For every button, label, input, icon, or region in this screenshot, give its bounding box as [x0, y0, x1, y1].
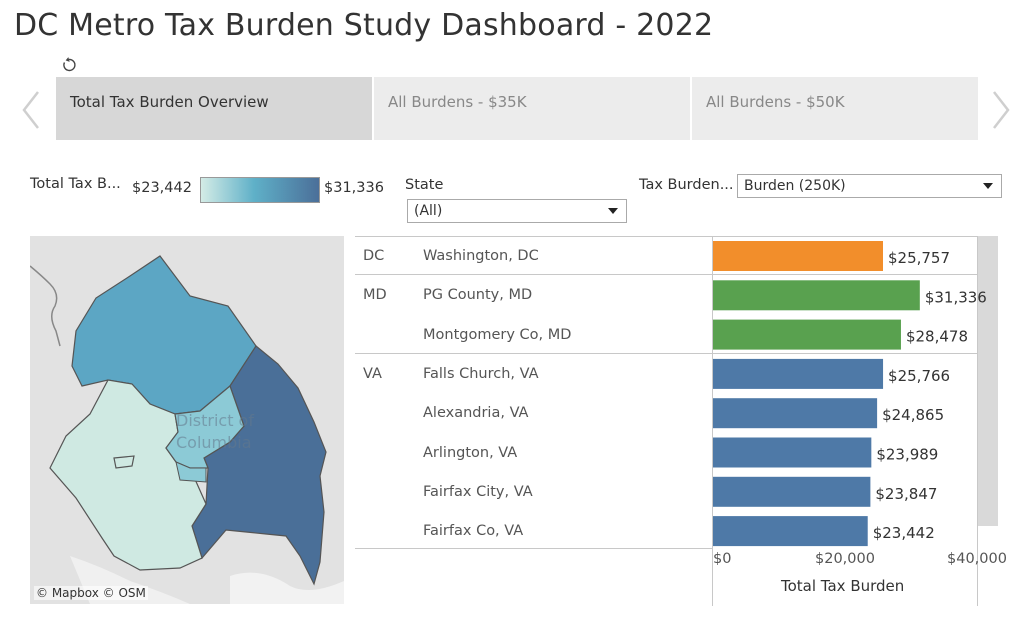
- burden-filter-value: Burden (250K): [744, 178, 846, 194]
- jurisdiction-cell: Arlington, VA: [423, 444, 518, 461]
- bar-mark[interactable]: [713, 319, 901, 350]
- legend-min-label: $23,442: [132, 180, 192, 196]
- bar-mark[interactable]: [713, 516, 868, 547]
- map-region-label: District of Columbia: [176, 410, 254, 454]
- map-label-line1: District of: [176, 411, 254, 430]
- jurisdiction-cell: PG County, MD: [423, 287, 533, 304]
- bar-value-label: $28,478: [906, 328, 968, 346]
- map-region-center: [165, 384, 245, 469]
- bar-mark[interactable]: [713, 280, 920, 311]
- tab-total-tax-burden-overview[interactable]: Total Tax Burden Overview: [56, 77, 372, 140]
- bar-value-label: $25,766: [888, 367, 950, 385]
- page-title: DC Metro Tax Burden Study Dashboard - 20…: [14, 8, 714, 43]
- chevron-down-icon: [608, 208, 618, 214]
- dc-metro-map[interactable]: District of Columbia © Mapbox © OSM: [30, 236, 344, 604]
- bar-mark[interactable]: [713, 358, 884, 389]
- chevron-left-icon[interactable]: [18, 88, 44, 132]
- tab-all-burdens-50k[interactable]: All Burdens - $50K: [692, 77, 978, 140]
- state-cell: VA: [363, 365, 382, 382]
- bar-mark[interactable]: [713, 437, 872, 468]
- bar-value-label: $24,865: [882, 406, 944, 424]
- vertical-scrollbar[interactable]: [978, 236, 998, 526]
- chevron-down-icon: [983, 183, 993, 189]
- x-axis-tick-label: $0: [713, 551, 732, 567]
- state-group-divider: [355, 274, 978, 276]
- state-filter-label: State: [405, 177, 444, 193]
- bar-mark[interactable]: [713, 241, 883, 271]
- bar-value-label: $23,989: [876, 446, 938, 464]
- bar-value-label: $23,847: [875, 485, 937, 503]
- x-axis-tick-label: $20,000: [815, 551, 875, 567]
- bar-mark[interactable]: [713, 476, 871, 507]
- color-legend-gradient: [200, 177, 320, 203]
- table-top-border: [355, 236, 978, 237]
- table-bottom-border: [355, 548, 712, 550]
- legend-title: Total Tax B...: [30, 176, 121, 192]
- burden-filter-label: Tax Burden...: [639, 177, 734, 193]
- x-axis-tick-label: $40,000: [947, 551, 1007, 567]
- burden-filter-select[interactable]: Burden (250K): [737, 174, 1002, 198]
- map-credit[interactable]: © Mapbox © OSM: [34, 586, 148, 600]
- bar-mark[interactable]: [713, 398, 878, 429]
- jurisdiction-cell: Fairfax City, VA: [423, 483, 533, 500]
- tab-all-burdens-35k[interactable]: All Burdens - $35K: [374, 77, 690, 140]
- state-cell: DC: [363, 248, 385, 264]
- bar-value-label: $23,442: [873, 524, 935, 542]
- bar-axis-line: [712, 236, 713, 606]
- state-group-divider: [355, 352, 978, 354]
- jurisdiction-cell: Falls Church, VA: [423, 365, 539, 382]
- jurisdiction-cell: Washington, DC: [423, 248, 539, 264]
- state-filter-select[interactable]: (All): [407, 199, 627, 223]
- legend-max-label: $31,336: [324, 180, 384, 196]
- jurisdiction-cell: Montgomery Co, MD: [423, 326, 572, 343]
- map-canvas: [30, 236, 344, 604]
- revert-icon[interactable]: [60, 56, 78, 74]
- state-cell: MD: [363, 287, 387, 304]
- bar-value-label: $25,757: [888, 249, 950, 267]
- chevron-right-icon[interactable]: [988, 88, 1014, 132]
- jurisdiction-cell: Alexandria, VA: [423, 405, 529, 422]
- x-axis-title: Total Tax Burden: [781, 577, 905, 595]
- map-label-line2: Columbia: [176, 433, 252, 452]
- state-filter-value: (All): [414, 203, 443, 219]
- chart-right-border: [977, 236, 978, 606]
- jurisdiction-cell: Fairfax Co, VA: [423, 523, 524, 540]
